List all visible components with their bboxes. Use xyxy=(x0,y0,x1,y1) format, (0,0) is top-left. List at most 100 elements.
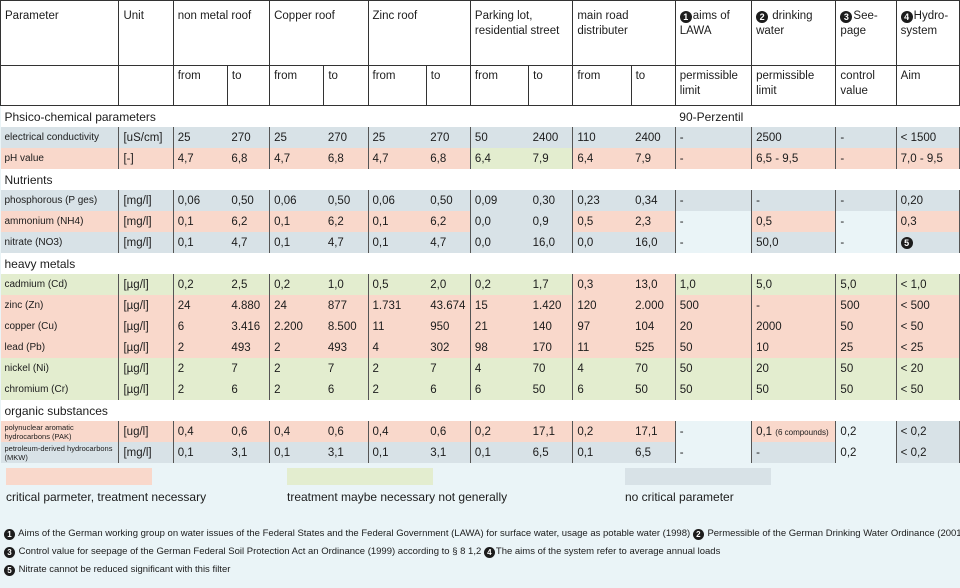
header-permissible-limit: permissible limit xyxy=(674,65,753,106)
from-value: 120 xyxy=(572,295,632,316)
table-row: polynuclear aromatic hydrocarbons (PAK)[… xyxy=(0,421,960,442)
lawa-value: 50 xyxy=(675,337,753,358)
aim-value: 0,20 xyxy=(896,190,960,211)
unit-cell: [mg/l] xyxy=(118,442,174,463)
aim-value: < 500 xyxy=(896,295,960,316)
header-parking-lot: Parking lot, residential street xyxy=(469,0,574,66)
from-value: 0,4 xyxy=(269,421,324,442)
table-row: pH value [-] 4,7 6,8 4,7 6,8 4,7 6,8 6,4 7,9 6,4 7,… xyxy=(0,148,960,169)
to-value: 0,6 xyxy=(227,421,271,442)
to-value: 13,0 xyxy=(631,274,676,295)
from-value: 2 xyxy=(269,337,324,358)
header-to: to xyxy=(425,65,471,106)
to-value: 0,50 xyxy=(323,190,369,211)
to-value: 6,8 xyxy=(227,148,271,169)
to-value: 2,3 xyxy=(631,211,676,232)
to-value: 6,8 xyxy=(426,148,471,169)
to-value: 525 xyxy=(631,337,676,358)
from-value: 6,4 xyxy=(572,148,632,169)
to-value: 6,2 xyxy=(426,211,471,232)
drinking-water-value: 0,1 (6 compounds) xyxy=(751,421,837,442)
header-main-road: main road distributer xyxy=(572,0,676,66)
from-value: 2 xyxy=(269,358,324,379)
to-value: 7 xyxy=(323,358,369,379)
to-value: 0,9 xyxy=(528,211,574,232)
parameter-name: petroleum-derived hydrocarbons (MKW) xyxy=(0,442,120,463)
table-row: copper (Cu) [µg/l] 6 3.416 2.200 8.500 11 950 21… xyxy=(0,316,960,337)
section-spacer xyxy=(835,400,960,421)
seepage-value: - xyxy=(835,232,897,253)
lawa-value: 50 xyxy=(675,358,753,379)
water-quality-table: Parameter Unit non metal roof Copper roo… xyxy=(0,0,960,463)
footnote-marker-2: 2 xyxy=(756,11,769,23)
to-value: 7,9 xyxy=(631,148,676,169)
from-value: 24 xyxy=(269,295,324,316)
section-spacer xyxy=(835,169,960,190)
to-value: 17,1 xyxy=(528,421,574,442)
parameter-name: electrical conductivity xyxy=(0,127,120,148)
header-drinking-water: 2 drinking water xyxy=(751,0,837,66)
to-value: 170 xyxy=(528,337,574,358)
to-value: 270 xyxy=(426,127,471,148)
lawa-value: 500 xyxy=(675,295,753,316)
unit-cell: [µg/l] xyxy=(118,295,174,316)
from-value: 0,3 xyxy=(572,274,632,295)
to-value: 4.880 xyxy=(227,295,271,316)
lawa-value: - xyxy=(675,211,753,232)
drinking-water-value: 2000 xyxy=(751,316,837,337)
from-value: 4 xyxy=(368,337,427,358)
from-value: 0,2 xyxy=(470,274,529,295)
header-unit: Unit xyxy=(118,0,174,66)
seepage-value: 50 xyxy=(835,358,897,379)
to-value: 140 xyxy=(528,316,574,337)
from-value: 110 xyxy=(572,127,632,148)
unit-cell: [uS/cm] xyxy=(118,127,174,148)
header-from: from xyxy=(469,65,530,106)
to-value: 8.500 xyxy=(323,316,369,337)
lawa-value: - xyxy=(675,232,753,253)
aim-value: < 50 xyxy=(896,379,960,400)
from-value: 2 xyxy=(368,358,427,379)
from-value: 4 xyxy=(572,358,632,379)
section-spacer xyxy=(835,253,960,274)
from-value: 0,1 xyxy=(269,211,324,232)
aim-value: 0,3 xyxy=(896,211,960,232)
header-hydrosystem: 4 Hydro-system xyxy=(895,0,960,66)
from-value: 4 xyxy=(470,358,529,379)
legend-none-label: no critical parameter xyxy=(625,490,734,504)
lawa-value: - xyxy=(675,421,753,442)
aim-value: 5 xyxy=(896,232,960,253)
to-value: 43.674 xyxy=(426,295,471,316)
to-value: 3.416 xyxy=(227,316,271,337)
drinking-water-value: 0,5 xyxy=(751,211,837,232)
from-value: 6 xyxy=(572,379,632,400)
to-value: 70 xyxy=(528,358,574,379)
unit-cell: [-] xyxy=(118,148,174,169)
from-value: 2 xyxy=(173,337,228,358)
unit-cell: [µg/l] xyxy=(118,358,174,379)
to-value: 6 xyxy=(426,379,471,400)
from-value: 2 xyxy=(269,379,324,400)
from-value: 4,7 xyxy=(173,148,228,169)
to-value: 7 xyxy=(426,358,471,379)
from-value: 0,06 xyxy=(269,190,324,211)
header-to: to xyxy=(528,65,574,106)
section-title: Phsico-chemical parameters xyxy=(0,105,676,127)
section-title: organic substances xyxy=(0,400,676,421)
header2-empty xyxy=(118,65,174,106)
header-from: from xyxy=(572,65,632,106)
seepage-value: 0,2 xyxy=(835,421,897,442)
drinking-water-value: 50,0 xyxy=(751,232,837,253)
to-value: 3,1 xyxy=(426,442,471,463)
from-value: 0,0 xyxy=(470,211,529,232)
to-value: 4,7 xyxy=(227,232,271,253)
header-from: from xyxy=(269,65,325,106)
from-value: 0,2 xyxy=(173,274,228,295)
from-value: 2 xyxy=(368,379,427,400)
parameter-name: polynuclear aromatic hydrocarbons (PAK) xyxy=(0,421,120,442)
from-value: 25 xyxy=(173,127,228,148)
from-value: 1.731 xyxy=(368,295,427,316)
footnote-marker-1: 1 xyxy=(679,11,692,23)
from-value: 97 xyxy=(572,316,632,337)
